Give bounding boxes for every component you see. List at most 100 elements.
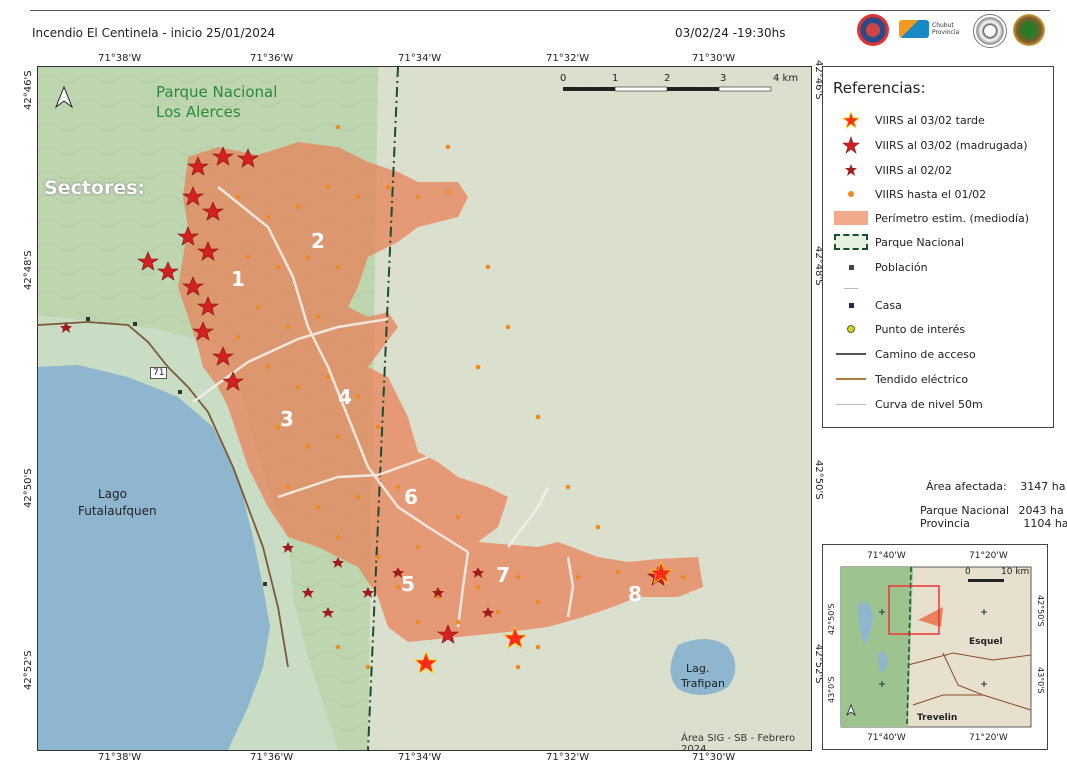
perimeter-fill-icon bbox=[833, 210, 869, 226]
map-credit: Área SIG - SB - Febrero 2024 bbox=[681, 733, 796, 751]
poi-circle-icon bbox=[833, 321, 869, 337]
population-squares bbox=[86, 317, 267, 586]
park-boundary bbox=[367, 67, 399, 750]
lake-small-label-2: Trafipan bbox=[681, 677, 725, 690]
inset-canvas bbox=[840, 566, 1032, 728]
legend-item: VIIRS al 03/02 tarde bbox=[833, 111, 985, 129]
sector-label-5: 5 bbox=[401, 572, 415, 596]
map-title: Incendio El Centinela - inicio 25/01/202… bbox=[32, 26, 276, 40]
sector-label-4: 4 bbox=[338, 385, 352, 409]
legend-label: Parque Nacional bbox=[875, 235, 964, 249]
legend-label: VIIRS al 03/02 (madrugada) bbox=[875, 138, 1028, 152]
prov-area-label: Provincia bbox=[920, 517, 970, 530]
legend-label: VIIRS hasta el 01/02 bbox=[875, 187, 987, 201]
park-boundary-icon bbox=[833, 234, 869, 250]
legend-item: Punto de interés bbox=[833, 320, 965, 338]
viirs-0302-stars bbox=[137, 146, 669, 644]
route-label: 71 bbox=[150, 367, 168, 379]
sectors-label: Sectores: bbox=[44, 177, 146, 199]
map-legend: Referencias: VIIRS al 03/02 tarde VIIRS … bbox=[822, 66, 1054, 428]
legend-item: VIIRS hasta el 01/02 bbox=[833, 185, 986, 203]
logo-strip: Chubut Provincia bbox=[855, 12, 1055, 48]
legend-label: Perímetro estim. (mediodía) bbox=[875, 211, 1030, 225]
lake-small-label-1: Lag. bbox=[686, 662, 710, 675]
legend-item: VIIRS al 02/02 bbox=[833, 161, 952, 179]
header-rule bbox=[30, 10, 1050, 11]
sector-lines bbox=[192, 186, 575, 628]
bottom-tick-2: 71°36'W bbox=[250, 752, 294, 763]
road-line-icon bbox=[833, 346, 869, 362]
logo-4-icon bbox=[1013, 14, 1045, 46]
legend-item: Camino de acceso bbox=[833, 345, 976, 363]
legend-item bbox=[833, 279, 875, 297]
park-label-1: Parque Nacional bbox=[156, 83, 278, 101]
viirs-0202-stars bbox=[60, 322, 494, 618]
large-red-star-icon bbox=[833, 111, 869, 129]
logo-1-icon bbox=[857, 14, 889, 46]
inset-top-tick-1: 71°40'W bbox=[867, 551, 906, 561]
sector-label-2: 2 bbox=[311, 229, 325, 253]
park-area-row: Parque Nacional 2043 ha bbox=[920, 504, 1064, 517]
area-label: Área afectada: bbox=[926, 480, 1007, 493]
legend-label: Tendido eléctrico bbox=[875, 372, 969, 386]
map-datetime: 03/02/24 -19:30hs bbox=[675, 26, 786, 40]
inset-bottom-tick-1: 71°40'W bbox=[867, 733, 906, 743]
park-label-2: Los Alerces bbox=[156, 103, 241, 121]
legend-label: Curva de nivel 50m bbox=[875, 397, 983, 411]
left-tick-4: 42°52'S bbox=[23, 650, 34, 690]
scale-bar bbox=[563, 86, 772, 92]
area-value: 3147 ha bbox=[1020, 480, 1066, 493]
inset-north-arrow-icon bbox=[846, 703, 856, 717]
top-tick-3: 71°34'W bbox=[398, 53, 442, 64]
lake-label-2: Futalaufquen bbox=[78, 504, 157, 518]
bottom-tick-1: 71°38'W bbox=[98, 752, 142, 763]
fire-map[interactable]: 0 1 2 3 4 km Parque Nacional Los Alerces… bbox=[37, 66, 812, 751]
lake-futalaufquen bbox=[38, 365, 270, 750]
park-area-value: 2043 ha bbox=[1018, 504, 1064, 517]
legend-item: VIIRS al 03/02 (madrugada) bbox=[833, 136, 1028, 154]
blank-icon bbox=[833, 280, 869, 296]
prov-area-row: Provincia 1104 ha bbox=[920, 517, 1067, 530]
right-tick-3: 42°50'S bbox=[813, 460, 824, 500]
inset-right-tick-2: 43°0'S bbox=[1036, 667, 1045, 694]
left-tick-3: 42°50'S bbox=[23, 468, 34, 508]
logo-3-icon bbox=[973, 14, 1007, 48]
legend-label: Población bbox=[875, 260, 928, 274]
logo-2-icon bbox=[899, 20, 929, 38]
bottom-tick-4: 71°32'W bbox=[546, 752, 590, 763]
map-canvas bbox=[38, 67, 811, 750]
north-arrow-icon bbox=[54, 85, 74, 109]
population-square-icon bbox=[833, 259, 869, 275]
inset-top-tick-2: 71°20'W bbox=[969, 551, 1008, 561]
legend-label: Casa bbox=[875, 298, 902, 312]
fire-perimeter bbox=[178, 142, 703, 642]
inset-town-1: Esquel bbox=[969, 637, 1003, 647]
viirs-0302-tarde-stars bbox=[413, 560, 674, 674]
legend-item: Perímetro estim. (mediodía) bbox=[833, 209, 1029, 227]
dark-red-star-icon bbox=[833, 136, 869, 154]
legend-item: Curva de nivel 50m bbox=[833, 395, 983, 413]
locator-inset-map[interactable]: 71°40'W 71°20'W 71°40'W 71°20'W 42°50'S … bbox=[822, 544, 1048, 750]
legend-item: Parque Nacional bbox=[833, 233, 964, 251]
inset-left-tick-1: 42°50'S bbox=[827, 603, 836, 635]
scale-label-0: 0 bbox=[560, 73, 567, 84]
sector-label-8: 8 bbox=[628, 582, 642, 606]
bottom-tick-3: 71°34'W bbox=[398, 752, 442, 763]
top-tick-5: 71°30'W bbox=[692, 53, 736, 64]
left-tick-2: 42°48'S bbox=[23, 250, 34, 290]
inset-right-tick-1: 42°50'S bbox=[1036, 595, 1045, 627]
house-square-icon bbox=[833, 297, 869, 313]
top-tick-2: 71°36'W bbox=[250, 53, 294, 64]
orange-dot-icon bbox=[833, 186, 869, 202]
legend-title: Referencias: bbox=[833, 79, 926, 97]
inset-bottom-tick-2: 71°20'W bbox=[969, 733, 1008, 743]
small-star-icon bbox=[833, 162, 869, 178]
viirs-orange-dots bbox=[235, 124, 686, 670]
area-row: Área afectada: 3147 ha bbox=[926, 480, 1065, 493]
prov-area-value: 1104 ha bbox=[1023, 517, 1067, 530]
sector-label-3: 3 bbox=[280, 407, 294, 431]
scale-label-1: 1 bbox=[612, 73, 619, 84]
legend-label: VIIRS al 03/02 tarde bbox=[875, 113, 985, 127]
scale-label-4: 4 km bbox=[773, 73, 799, 84]
power-line-icon bbox=[833, 371, 869, 387]
